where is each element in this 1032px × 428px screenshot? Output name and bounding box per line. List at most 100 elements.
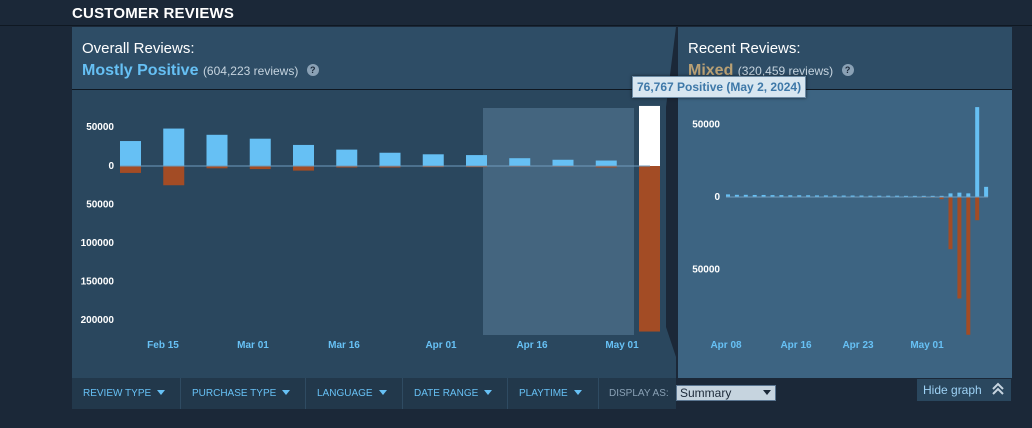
positive-bar[interactable] (841, 195, 846, 197)
positive-bar[interactable] (752, 194, 757, 197)
overall-reviews-panel: Overall Reviews: Mostly Positive (604,22… (72, 27, 676, 378)
chevron-down-icon (157, 390, 166, 395)
title-divider (0, 25, 1032, 26)
positive-bar[interactable] (726, 194, 730, 197)
positive-bar[interactable] (939, 195, 944, 197)
x-tick-label: Apr 01 (425, 340, 457, 351)
negative-bar[interactable] (422, 166, 444, 168)
positive-bar[interactable] (895, 195, 900, 197)
positive-bar[interactable] (639, 105, 660, 166)
y-tick-label: 50000 (692, 120, 720, 131)
negative-bar[interactable] (379, 166, 401, 168)
x-tick-label: May 01 (910, 340, 944, 351)
negative-bar[interactable] (163, 166, 185, 186)
date-selection-overlay[interactable] (483, 108, 634, 335)
positive-bar[interactable] (921, 195, 926, 197)
positive-bar[interactable] (930, 195, 935, 197)
negative-bar[interactable] (120, 166, 141, 173)
positive-bar[interactable] (743, 194, 748, 197)
review-filter-bar: REVIEW TYPE PURCHASE TYPE LANGUAGE DATE … (72, 378, 776, 409)
positive-bar[interactable] (868, 195, 873, 197)
positive-bar[interactable] (815, 195, 819, 197)
positive-bar[interactable] (859, 195, 864, 197)
positive-bar[interactable] (984, 186, 989, 197)
positive-bar[interactable] (832, 195, 837, 197)
positive-bar[interactable] (249, 138, 271, 166)
positive-bar[interactable] (336, 149, 358, 166)
negative-bar[interactable] (206, 166, 228, 169)
y-tick-label: 200000 (81, 315, 115, 326)
positive-bar[interactable] (120, 141, 141, 166)
x-tick-label: Mar 16 (328, 340, 360, 351)
y-tick-label: 100000 (81, 238, 115, 249)
positive-bar[interactable] (293, 144, 314, 166)
negative-bar[interactable] (948, 197, 953, 250)
filter-date-range[interactable]: DATE RANGE (414, 378, 493, 409)
filter-language-label: LANGUAGE (317, 388, 373, 399)
positive-bar[interactable] (552, 159, 574, 166)
y-tick-label: 50000 (86, 122, 114, 133)
overall-reviews-chart[interactable]: 50000 0 50000 100000 150000 200000 Feb 15 Mar 0… (72, 90, 676, 378)
positive-bar[interactable] (770, 195, 775, 197)
negative-bar[interactable] (639, 166, 660, 332)
help-icon[interactable]: ? (306, 64, 319, 76)
positive-bar[interactable] (206, 134, 228, 166)
positive-bar[interactable] (734, 194, 739, 197)
positive-bar[interactable] (422, 154, 444, 166)
hide-graph-button[interactable]: Hide graph (917, 379, 1011, 401)
negative-bar[interactable] (336, 166, 358, 168)
x-tick-label: Apr 16 (516, 340, 548, 351)
filter-playtime[interactable]: PLAYTIME (519, 378, 582, 409)
positive-bar[interactable] (788, 195, 793, 197)
positive-bar[interactable] (797, 195, 802, 197)
positive-bar[interactable] (975, 107, 980, 197)
positive-bar[interactable] (806, 195, 811, 197)
hide-graph-label: Hide graph (923, 383, 982, 397)
positive-bar[interactable] (779, 195, 784, 197)
negative-bar[interactable] (293, 166, 314, 171)
negative-bar[interactable] (939, 197, 944, 200)
filter-divider (402, 378, 403, 409)
negative-bar[interactable] (466, 166, 487, 168)
help-icon[interactable]: ? (841, 64, 854, 76)
x-tick-label: Apr 23 (842, 340, 874, 351)
negative-bar[interactable] (957, 197, 962, 299)
positive-bar[interactable] (379, 152, 401, 166)
positive-bar[interactable] (877, 195, 882, 197)
positive-bar[interactable] (966, 193, 971, 197)
positive-bar[interactable] (509, 158, 531, 166)
filter-review-type[interactable]: REVIEW TYPE (83, 378, 166, 409)
positive-bar[interactable] (886, 195, 891, 197)
recent-reviews-label: Recent Reviews: (688, 40, 801, 57)
positive-bar[interactable] (761, 194, 766, 197)
positive-bar[interactable] (850, 195, 855, 197)
positive-bar[interactable] (163, 128, 185, 166)
double-chevron-up-icon (992, 382, 1004, 395)
positive-bar[interactable] (912, 195, 917, 197)
recent-rating-line: Mixed (320,459 reviews) ? (688, 62, 854, 80)
filter-divider (305, 378, 306, 409)
positive-bar[interactable] (948, 193, 953, 197)
overall-reviews-header: Overall Reviews: Mostly Positive (604,22… (72, 27, 676, 90)
negative-bar[interactable] (595, 166, 617, 168)
filter-divider (598, 378, 599, 409)
positive-bar[interactable] (823, 195, 828, 197)
positive-bar[interactable] (595, 160, 617, 166)
display-as-value: Summary (680, 386, 732, 400)
filter-purchase-type[interactable]: PURCHASE TYPE (192, 378, 291, 409)
positive-bar[interactable] (957, 192, 962, 197)
overall-rating-line: Mostly Positive (604,223 reviews) ? (82, 62, 319, 80)
negative-bar[interactable] (975, 197, 980, 221)
filter-language[interactable]: LANGUAGE (317, 378, 387, 409)
negative-bar[interactable] (966, 197, 971, 335)
positive-bar[interactable] (904, 195, 908, 197)
display-as-select[interactable]: Summary (676, 385, 776, 401)
bar-tooltip: 76,767 Positive (May 2, 2024) (632, 76, 807, 98)
recent-rating: Mixed (688, 62, 734, 79)
positive-bar[interactable] (466, 155, 487, 166)
filter-purchase-type-label: PURCHASE TYPE (192, 388, 277, 399)
recent-review-count: (320,459 reviews) (737, 64, 834, 78)
recent-reviews-chart[interactable]: 50000 0 50000 Apr 08 Apr 16 Apr 23 May 01 (678, 90, 1012, 378)
filter-date-range-label: DATE RANGE (414, 388, 479, 399)
negative-bar[interactable] (249, 166, 271, 170)
